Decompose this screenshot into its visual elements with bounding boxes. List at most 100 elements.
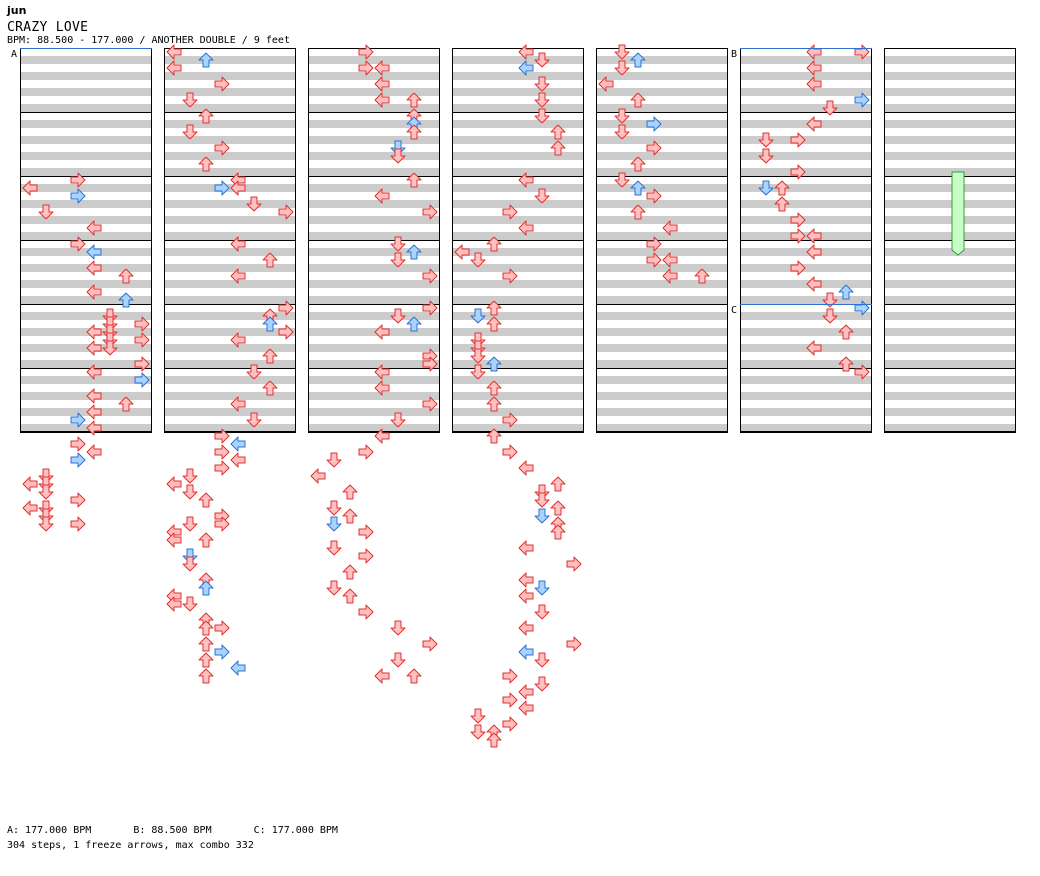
step-note-up: [486, 380, 502, 396]
step-note-up: [694, 268, 710, 284]
step-note-left: [230, 236, 246, 252]
bpm-change-b: B: 88.500 BPM: [133, 825, 212, 836]
step-note-left: [166, 476, 182, 492]
step-note-up: [198, 492, 214, 508]
step-note-up: [118, 292, 134, 308]
step-note-right: [422, 204, 438, 220]
step-note-up: [486, 236, 502, 252]
step-note-up: [550, 500, 566, 516]
step-note-right: [422, 268, 438, 284]
step-note-right: [358, 60, 374, 76]
step-note-down: [470, 348, 486, 364]
step-note-up: [198, 620, 214, 636]
step-note-right: [70, 172, 86, 188]
step-note-left: [662, 252, 678, 268]
step-note-down: [38, 516, 54, 532]
step-note-right: [358, 548, 374, 564]
step-note-down: [534, 188, 550, 204]
step-note-left: [518, 700, 534, 716]
step-note-down: [390, 412, 406, 428]
step-note-down: [822, 308, 838, 324]
step-note-down: [470, 252, 486, 268]
step-note-up: [630, 204, 646, 220]
step-note-down: [182, 516, 198, 532]
step-note-right: [134, 316, 150, 332]
step-note-left: [86, 364, 102, 380]
step-note-left: [518, 588, 534, 604]
step-note-down: [614, 60, 630, 76]
step-note-right: [358, 604, 374, 620]
step-note-left: [374, 380, 390, 396]
step-note-down: [614, 108, 630, 124]
bpm-marker-c: C: [731, 305, 737, 316]
step-note-left: [806, 76, 822, 92]
step-note-right: [278, 300, 294, 316]
step-note-right: [278, 204, 294, 220]
step-note-down: [470, 724, 486, 740]
step-note-up: [406, 668, 422, 684]
step-note-down: [534, 52, 550, 68]
step-note-down: [470, 308, 486, 324]
step-note-up: [262, 348, 278, 364]
chart-column-4: [452, 48, 584, 433]
step-note-right: [134, 332, 150, 348]
step-note-down: [182, 92, 198, 108]
step-note-left: [518, 540, 534, 556]
step-note-right: [422, 356, 438, 372]
step-note-up: [118, 396, 134, 412]
step-note-up: [630, 180, 646, 196]
step-note-left: [86, 388, 102, 404]
step-note-right: [790, 132, 806, 148]
step-note-down: [758, 148, 774, 164]
step-note-down: [470, 364, 486, 380]
step-note-down: [614, 172, 630, 188]
step-note-right: [502, 204, 518, 220]
step-note-up: [550, 476, 566, 492]
step-note-left: [374, 76, 390, 92]
step-note-down: [534, 676, 550, 692]
step-note-right: [646, 188, 662, 204]
step-note-left: [518, 172, 534, 188]
step-note-left: [230, 332, 246, 348]
step-note-up: [198, 636, 214, 652]
bpm-change-c: C: 177.000 BPM: [253, 825, 338, 836]
chart-info: BPM: 88.500 - 177.000 / ANOTHER DOUBLE /…: [7, 35, 290, 46]
step-note-up: [838, 324, 854, 340]
step-note-up: [406, 172, 422, 188]
step-note-down: [758, 132, 774, 148]
step-note-right: [502, 444, 518, 460]
step-note-left: [518, 460, 534, 476]
step-note-up: [342, 588, 358, 604]
step-note-left: [454, 244, 470, 260]
step-note-up: [630, 156, 646, 172]
step-note-left: [374, 668, 390, 684]
step-note-right: [214, 644, 230, 660]
step-note-left: [518, 644, 534, 660]
step-note-left: [86, 420, 102, 436]
step-note-left: [22, 500, 38, 516]
step-note-left: [86, 340, 102, 356]
step-note-down: [182, 556, 198, 572]
step-note-down: [534, 580, 550, 596]
step-note-up: [198, 580, 214, 596]
step-note-left: [86, 244, 102, 260]
step-note-down: [390, 620, 406, 636]
chart-column-6: [740, 48, 872, 433]
step-note-left: [374, 324, 390, 340]
step-note-up: [550, 140, 566, 156]
step-note-left: [518, 620, 534, 636]
step-note-left: [518, 572, 534, 588]
step-note-right: [646, 140, 662, 156]
step-note-left: [230, 396, 246, 412]
step-note-right: [134, 356, 150, 372]
step-note-up: [198, 156, 214, 172]
step-note-right: [566, 556, 582, 572]
step-note-down: [390, 652, 406, 668]
step-note-right: [70, 492, 86, 508]
chart-column-1: [20, 48, 152, 433]
step-note-left: [374, 188, 390, 204]
step-note-up: [838, 356, 854, 372]
step-note-up: [262, 252, 278, 268]
step-note-up: [630, 92, 646, 108]
